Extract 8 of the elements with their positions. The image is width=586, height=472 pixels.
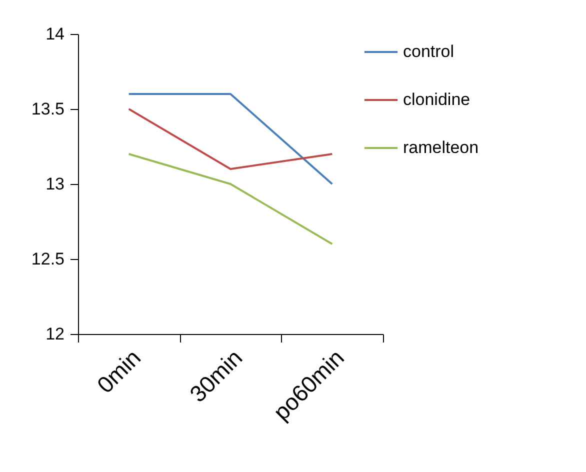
y-tick-label: 13 [46, 174, 64, 194]
legend-label: clonidine [403, 90, 470, 109]
y-tick-label: 14 [46, 24, 64, 44]
y-tick-label: 13.5 [31, 100, 64, 118]
y-tick-label: 12 [46, 324, 64, 344]
legend-label: control [403, 42, 454, 61]
legend-label: ramelteon [403, 138, 479, 157]
y-tick-label: 12.5 [31, 250, 64, 268]
